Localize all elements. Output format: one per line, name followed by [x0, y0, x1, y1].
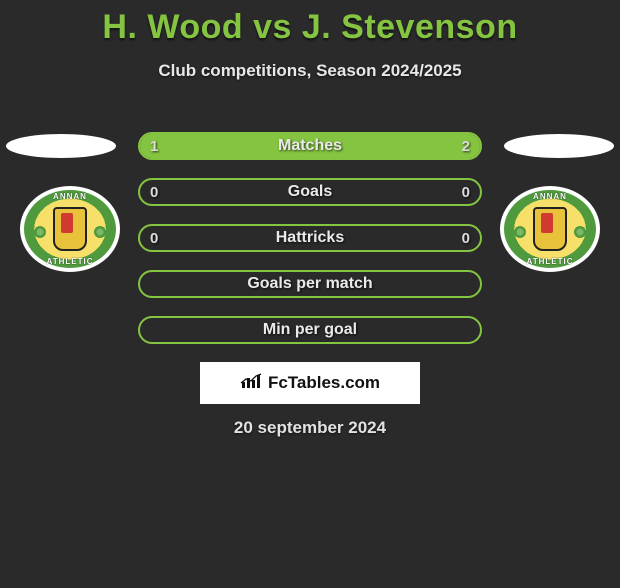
- stat-label: Goals: [288, 183, 332, 201]
- brand-text: FcTables.com: [268, 373, 380, 393]
- stat-bar: 1 2 Matches: [138, 132, 482, 160]
- stat-bar: 0 0 Goals: [138, 178, 482, 206]
- club-name-bottom: ATHLETIC: [500, 257, 600, 266]
- club-badge-right: ANNAN ATHLETIC: [500, 186, 600, 272]
- player-right-silhouette: [504, 134, 614, 158]
- snapshot-date: 20 september 2024: [0, 418, 620, 438]
- stat-bar: Min per goal: [138, 316, 482, 344]
- bar-chart-icon: [240, 372, 262, 395]
- shield-icon: [53, 207, 87, 251]
- stat-bar: Goals per match: [138, 270, 482, 298]
- page-subtitle: Club competitions, Season 2024/2025: [0, 61, 620, 81]
- stat-value-left: 1: [150, 138, 158, 155]
- shield-icon: [533, 207, 567, 251]
- stat-label: Goals per match: [247, 275, 372, 293]
- stat-value-left: 0: [150, 184, 158, 201]
- player-left-silhouette: [6, 134, 116, 158]
- stat-value-right: 0: [462, 184, 470, 201]
- page-title: H. Wood vs J. Stevenson: [0, 8, 620, 47]
- stat-label: Hattricks: [276, 229, 344, 247]
- stat-value-left: 0: [150, 230, 158, 247]
- club-name-top: ANNAN: [500, 192, 600, 201]
- stat-value-right: 2: [462, 138, 470, 155]
- stats-container: 1 2 Matches 0 0 Goals 0 0 Hattricks Goals per mat…: [138, 132, 482, 362]
- stat-bar: 0 0 Hattricks: [138, 224, 482, 252]
- club-badge-left: ANNAN ATHLETIC: [20, 186, 120, 272]
- brand-logo[interactable]: FcTables.com: [200, 362, 420, 404]
- club-name-top: ANNAN: [20, 192, 120, 201]
- stat-value-right: 0: [462, 230, 470, 247]
- club-name-bottom: ATHLETIC: [20, 257, 120, 266]
- stat-label: Matches: [278, 137, 342, 155]
- stat-label: Min per goal: [263, 321, 357, 339]
